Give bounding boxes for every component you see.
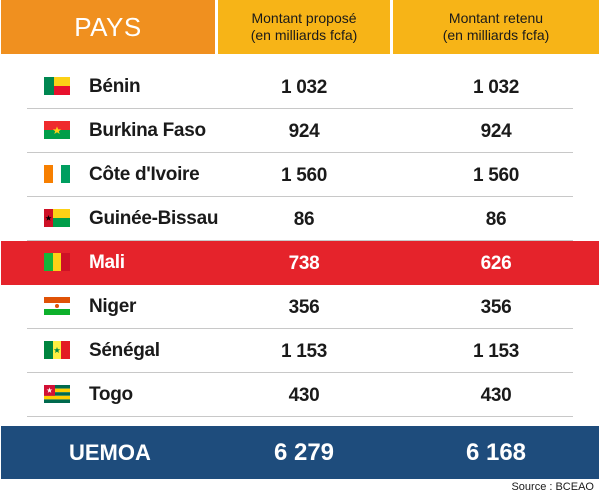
amount-retained: 1 560 [472, 165, 520, 186]
header-montant-propose-title: Montant proposé [251, 10, 357, 26]
cote-divoire-flag-icon [44, 165, 70, 183]
amount-retained: 430 [480, 385, 512, 406]
header-montant-propose-unit: (en milliards fcfa) [250, 27, 358, 43]
amount-retained: 1 153 [472, 341, 520, 362]
header-montant-retenu: Montant retenu (en milliards fcfa) [393, 0, 599, 54]
row-divider [27, 196, 573, 197]
guinea-bissau-flag-icon [44, 209, 70, 227]
row-divider [27, 152, 573, 153]
country-name: Guinée-Bissau [89, 208, 219, 229]
table-row: Guinée-Bissau 86 86 [1, 197, 599, 241]
country-name: Côte d'Ivoire [89, 164, 200, 185]
country-name: Niger [89, 296, 137, 317]
amount-proposed: 924 [288, 121, 320, 142]
header-montant-propose: Montant proposé (en milliards fcfa) [218, 0, 390, 54]
header-pays: PAYS [1, 0, 215, 54]
table-row: Niger 356 356 [1, 285, 599, 329]
amount-proposed: 738 [288, 253, 320, 274]
amount-retained: 924 [480, 121, 512, 142]
row-divider [27, 240, 573, 241]
amount-proposed: 430 [288, 385, 320, 406]
amount-retained: 1 032 [472, 77, 520, 98]
row-divider [27, 372, 573, 373]
country-name: Sénégal [89, 340, 160, 361]
header-montant-retenu-unit: (en milliards fcfa) [442, 27, 550, 43]
header-montant-retenu-title: Montant retenu [448, 10, 544, 26]
amount-retained: 356 [480, 297, 512, 318]
table-header: PAYS Montant proposé (en milliards fcfa)… [1, 0, 599, 54]
country-name: Bénin [89, 76, 141, 97]
mali-flag-icon [44, 253, 70, 271]
amount-retained: 86 [485, 209, 507, 230]
amount-proposed: 1 032 [280, 77, 328, 98]
row-divider [27, 416, 573, 417]
total-label: UEMOA [69, 440, 151, 465]
amount-proposed: 1 153 [280, 341, 328, 362]
country-name: Burkina Faso [89, 120, 206, 141]
benin-flag-icon [44, 77, 70, 95]
amount-proposed: 356 [288, 297, 320, 318]
table-row-highlighted: Mali 738 626 [1, 241, 599, 285]
togo-flag-icon [44, 385, 70, 403]
table-row: Togo 430 430 [1, 373, 599, 417]
total-row: UEMOA 6 279 6 168 [1, 426, 599, 479]
table-row: Burkina Faso 924 924 [1, 109, 599, 153]
senegal-flag-icon [44, 341, 70, 359]
row-divider [27, 328, 573, 329]
country-name: Mali [89, 252, 125, 273]
amount-proposed: 86 [293, 209, 315, 230]
total-retained: 6 168 [465, 439, 527, 466]
country-name: Togo [89, 384, 133, 405]
amount-retained: 626 [480, 253, 512, 274]
row-divider [27, 108, 573, 109]
table-row: Bénin 1 032 1 032 [1, 65, 599, 109]
amount-proposed: 1 560 [280, 165, 328, 186]
table-row: Sénégal 1 153 1 153 [1, 329, 599, 373]
total-proposed: 6 279 [273, 439, 335, 466]
burkina-faso-flag-icon [44, 121, 70, 139]
header-pays-label: PAYS [74, 11, 142, 42]
niger-flag-icon [44, 297, 70, 315]
source-caption: Source : BCEAO [511, 481, 594, 493]
table-row: Côte d'Ivoire 1 560 1 560 [1, 153, 599, 197]
